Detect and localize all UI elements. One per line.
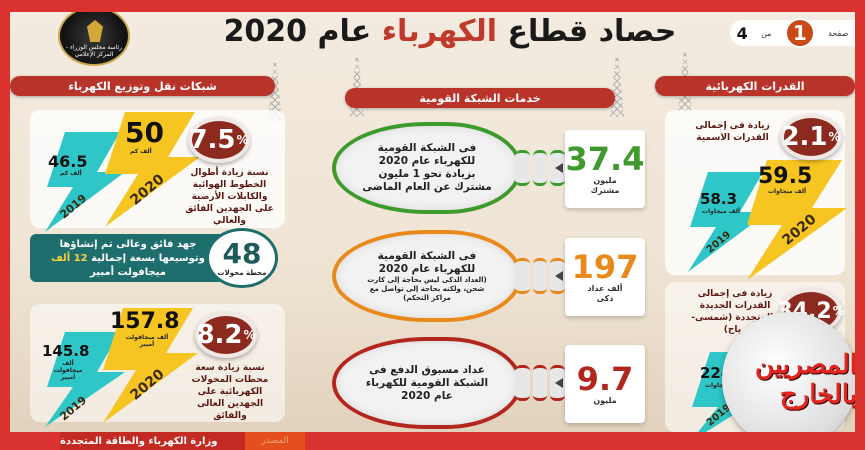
section-header-networks: شبكات نقل وتوزيع الكهرباء: [10, 76, 275, 96]
infographic-canvas: رئاسة مجلس الوزراء - المركز الإعلامي حصا…: [10, 12, 855, 432]
bolt-2019-nominal: [688, 172, 768, 272]
source-label: المصدر: [245, 432, 305, 450]
title-prefix: حصاد قطاع: [507, 14, 677, 49]
info-bulb: عداد مسبوق الدفع فى الشبكة القومية للكهر…: [332, 337, 522, 429]
bulb-main-text: فى الشبكة القومية للكهرباء عام 2020 بزيا…: [362, 142, 492, 193]
pager-of: من: [761, 28, 772, 38]
bulb-main-text: عداد مسبوق الدفع فى الشبكة القومية للكهر…: [365, 363, 489, 402]
transformers-description: نسبة زيادة سعة محطات المحولات الكهربائية…: [191, 363, 269, 421]
title-highlight: الكهرباء: [381, 14, 498, 49]
percent-value: 2.1: [781, 122, 828, 152]
percent-sign: %: [243, 328, 256, 342]
title-suffix: عام 2020: [223, 14, 372, 49]
stations-text: جهد فائق وعالى تم إنشاؤها وتوسيعها بسعة …: [59, 239, 205, 264]
source-name: وزارة الكهرباء والطاقة المتجددة: [60, 432, 245, 450]
stat-box: 9.7 مليون: [565, 345, 645, 423]
page-indicator: صفحة 1 من 4: [730, 18, 855, 48]
arrow-icon: [555, 378, 563, 388]
percent-sign: %: [832, 304, 845, 318]
bulb-text: فى الشبكة القومية للكهرباء عام 2020 بزيا…: [362, 142, 492, 194]
current-page: 1: [784, 18, 815, 48]
stat-unit: مليون: [593, 396, 617, 405]
pager-label: صفحة: [828, 28, 849, 38]
total-pages: 4: [736, 23, 748, 43]
nominal-2019-unit: ألف ميجاوات: [702, 208, 741, 215]
stat-unit: ألف عداد ذكى: [587, 284, 623, 303]
lines-2019-unit: ألف كم: [60, 170, 82, 177]
power-tower-icon: [350, 57, 364, 117]
stat-value: 197: [571, 248, 639, 286]
lines-2020-value: 50: [125, 116, 164, 149]
stat-box: 37.4 مليون مشترك: [565, 130, 645, 208]
nominal-percent-badge: 2.1%: [780, 114, 842, 160]
bulb-text: عداد مسبوق الدفع فى الشبكة القومية للكهر…: [362, 364, 492, 403]
power-tower-icon: [610, 57, 624, 117]
renewable-description: زيادة فى إجمالى القدرات الجديدة والمتجدد…: [691, 289, 779, 335]
stat-unit: مليون مشترك: [590, 176, 620, 195]
stations-callout: جهد فائق وعالى تم إنشاؤها وتوسيعها بسعة …: [30, 234, 230, 282]
bolt-2020-transformers: [103, 308, 198, 423]
nominal-description: زيادة فى إجمالى القدرات الاسمية: [695, 121, 770, 143]
stat-box: 197 ألف عداد ذكى: [565, 238, 645, 316]
lines-2020-unit: ألف كم: [130, 148, 152, 155]
bolt-2019-transformers: [45, 332, 125, 427]
percent-value: 8.2: [196, 320, 243, 350]
info-bulb: فى الشبكة القومية للكهرباء عام 2020 (العد…: [332, 230, 522, 322]
section-header-national-grid: خدمات الشبكة القومية: [345, 88, 615, 108]
bolt-2019-lines: [45, 132, 125, 232]
stations-count-label: محطة محولات: [217, 269, 267, 277]
watermark-text: المصريين بالخارج: [755, 349, 855, 410]
logo-text: رئاسة مجلس الوزراء - المركز الإعلامي: [65, 44, 123, 58]
arrow-icon: [555, 271, 563, 281]
percent-sign: %: [236, 133, 249, 147]
watermark-logo: المصريين بالخارج: [722, 312, 855, 432]
renewable-2019-unit: ميجاوات: [705, 382, 730, 389]
bulb-main-text: فى الشبكة القومية للكهرباء عام 2020: [377, 249, 477, 275]
lines-percent-badge: 7.5%: [188, 117, 250, 163]
lines-description: نسبة زيادة أطوال الخطوط الهوائية والكابل…: [185, 168, 274, 226]
transformers-2020-unit: ألف ميجافولت أمبير: [125, 334, 169, 348]
nominal-2020-value: 59.5: [758, 164, 813, 189]
transformers-percent-badge: 8.2%: [195, 312, 257, 358]
stations-count: 48: [222, 237, 262, 270]
page-title: حصاد قطاع الكهرباء عام 2020: [200, 14, 700, 49]
nominal-2019-value: 58.3: [700, 190, 738, 208]
percent-sign: %: [828, 130, 841, 144]
cabinet-logo: رئاسة مجلس الوزراء - المركز الإعلامي: [58, 12, 130, 66]
section-header-capacities: القدرات الكهربائية: [655, 76, 855, 96]
arrow-icon: [555, 163, 563, 173]
bulb-text: فى الشبكة القومية للكهرباء عام 2020 (العد…: [362, 250, 492, 303]
stat-value: 37.4: [565, 140, 645, 178]
lines-2019-value: 46.5: [48, 152, 88, 171]
bolt-2020-nominal: [747, 160, 847, 280]
stations-highlight: 12 ألف: [51, 253, 88, 264]
nominal-2020-unit: ألف ميجاوات: [768, 188, 807, 195]
transformers-2020-value: 157.8: [110, 309, 180, 334]
percent-value: 7.5: [189, 125, 236, 155]
bolt-2020-lines: [105, 112, 200, 227]
stations-text-unit: ميجافولت أمبير: [90, 267, 166, 278]
bulb-base: [515, 258, 566, 294]
info-bulb: فى الشبكة القومية للكهرباء عام 2020 بزيا…: [332, 122, 522, 214]
eagle-icon: [87, 20, 103, 42]
transformers-2019-value: 145.8: [42, 342, 90, 360]
transformers-2019-unit: ألف ميجافولت أمبير: [53, 360, 83, 381]
stations-bubble: 48 محطة محولات: [206, 228, 278, 288]
bulb-note: (العداد الذكى ليس بحاجة إلى كارت شحن، ول…: [367, 275, 487, 302]
stat-value: 9.7: [576, 360, 634, 398]
